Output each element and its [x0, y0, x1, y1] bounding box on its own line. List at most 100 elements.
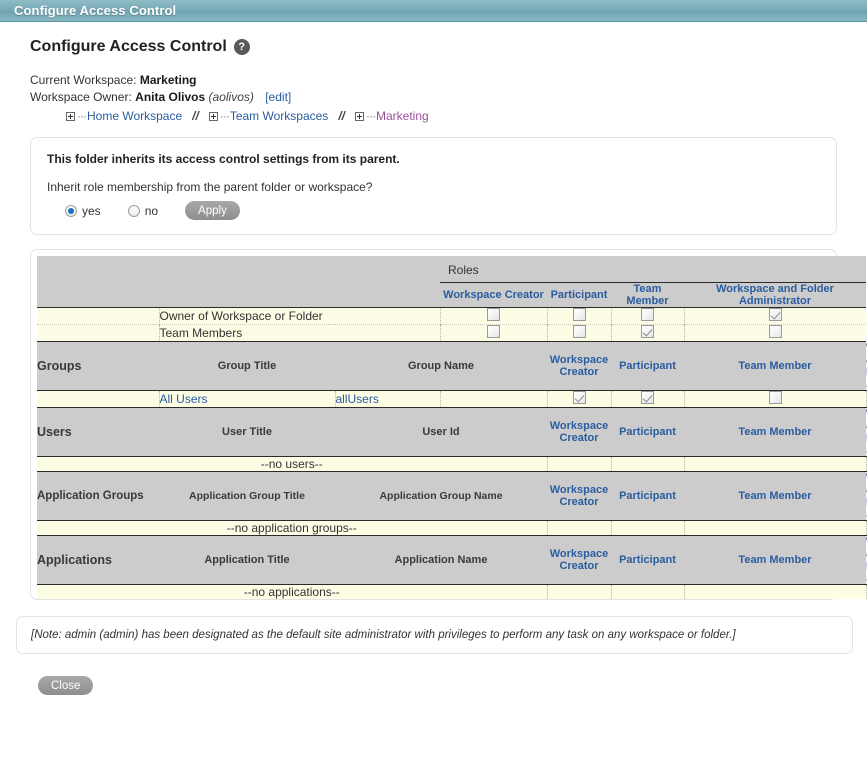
breadcrumb-link-marketing[interactable]: Marketing	[375, 109, 429, 123]
applications-role-participant[interactable]: Participant	[611, 535, 684, 585]
checkbox[interactable]	[641, 308, 654, 321]
radio-label-no[interactable]: no	[144, 203, 159, 218]
page-title-row: Configure Access Control ?	[30, 38, 851, 56]
users-role-workspace-creator[interactable]: Workspace Creator	[547, 407, 611, 457]
team-members-checkbox-workspace-creator	[439, 324, 547, 342]
section-header-applications: Applications Application Title Applicati…	[37, 535, 867, 585]
checkbox-checked[interactable]	[641, 391, 654, 404]
section-header-application-groups: Application Groups Application Group Tit…	[37, 471, 867, 521]
checkbox-checked[interactable]	[768, 308, 782, 321]
breadcrumb-dots: ···	[219, 109, 230, 123]
applications-role-workspace-creator[interactable]: Workspace Creator	[547, 535, 611, 585]
appgroups-role-workspace-creator[interactable]: Workspace Creator	[547, 471, 611, 521]
users-role-participant[interactable]: Participant	[611, 407, 684, 457]
workspace-owner-userid: (aolivos)	[208, 90, 254, 104]
applications-empty-cell-2	[610, 584, 684, 599]
radio-inherit-yes[interactable]	[65, 204, 77, 217]
inherit-settings-panel: This folder inherits its access control …	[30, 137, 837, 235]
help-question-icon[interactable]: ?	[233, 39, 250, 55]
breadcrumb-dots: ···	[77, 109, 87, 123]
column-group-title: Group Title	[159, 341, 335, 391]
section-header-users: Users User Title User Id Workspace Creat…	[37, 407, 867, 457]
checkbox[interactable]	[768, 391, 782, 404]
window-title: Configure Access Control	[14, 3, 177, 18]
apply-button[interactable]: Apply	[185, 201, 240, 220]
group-title-link[interactable]: All Users	[159, 392, 208, 406]
checkbox[interactable]	[572, 308, 586, 321]
owner-row-blank	[37, 308, 159, 325]
applications-empty-cell-1	[546, 584, 611, 599]
breadcrumb-item-marketing[interactable]: ··· Marketing	[354, 109, 429, 123]
groups-role-workspace-creator[interactable]: Workspace Creator	[547, 341, 611, 391]
inherit-panel-title: This folder inherits its access control …	[47, 152, 400, 166]
plus-box-icon[interactable]	[66, 111, 75, 121]
inherit-question: Inherit role membership from the parent …	[47, 180, 373, 194]
owner-checkbox-workspace-folder-admin	[683, 307, 866, 325]
radio-label-yes[interactable]: yes	[82, 203, 101, 218]
breadcrumb-item-home-workspace[interactable]: ··· Home Workspace	[66, 109, 182, 123]
current-workspace-line: Current Workspace: Marketing	[30, 72, 851, 88]
users-empty-text: --no users--	[260, 457, 323, 471]
roles-banner-label-cell: Roles	[440, 256, 866, 283]
role-header-spacer	[37, 282, 440, 308]
appgroups-empty-cell-3	[683, 520, 866, 536]
checkbox[interactable]	[572, 325, 586, 338]
radio-inherit-no[interactable]	[127, 204, 140, 217]
group-checkbox-team-member	[683, 390, 866, 408]
column-application-group-name: Application Group Name	[335, 471, 547, 521]
role-column-participant[interactable]: Participant	[547, 282, 611, 308]
breadcrumb-item-team-workspaces[interactable]: ··· Team Workspaces	[208, 109, 329, 123]
appgroups-empty-cell-2	[610, 520, 684, 536]
checkbox[interactable]	[768, 325, 782, 338]
access-control-panel: Roles Workspace Creator Participant Team…	[30, 249, 867, 600]
admin-note-panel: [Note: admin (admin) has been designated…	[16, 616, 853, 654]
section-label-application-groups: Application Groups	[37, 471, 159, 521]
edit-owner-link[interactable]: [edit]	[265, 90, 292, 104]
breadcrumb-link-home-workspace[interactable]: Home Workspace	[87, 109, 183, 123]
groups-role-team-member[interactable]: Team Member	[684, 341, 866, 391]
breadcrumb-link-team-workspaces[interactable]: Team Workspaces	[229, 109, 329, 123]
close-button[interactable]: Close	[38, 676, 94, 695]
owner-checkbox-team-member	[610, 307, 684, 325]
applications-role-team-member[interactable]: Team Member	[684, 535, 866, 585]
role-column-workspace-creator[interactable]: Workspace Creator	[440, 282, 547, 308]
roles-banner-spacer	[37, 256, 440, 283]
admin-note-text: [Note: admin (admin) has been designated…	[31, 629, 736, 641]
checkbox-checked[interactable]	[572, 391, 586, 404]
role-column-workspace-folder-admin[interactable]: Workspace and Folder Administrator	[684, 282, 866, 308]
page-title: Configure Access Control	[30, 38, 227, 55]
owner-checkbox-participant	[546, 307, 611, 325]
column-user-title: User Title	[159, 407, 335, 457]
role-column-team-member[interactable]: Team Member	[611, 282, 684, 308]
users-empty-cell-1	[546, 456, 611, 472]
table-row: Team Members	[37, 324, 866, 342]
column-group-name: Group Name	[335, 341, 547, 391]
group-name-cell: allUsers	[334, 390, 440, 408]
group-name-link[interactable]: allUsers	[335, 392, 379, 406]
access-control-table: Roles Workspace Creator Participant Team…	[37, 256, 867, 599]
section-label-applications: Applications	[37, 535, 159, 585]
groups-role-participant[interactable]: Participant	[611, 341, 684, 391]
roles-label: Roles	[448, 263, 479, 277]
column-application-name: Application Name	[335, 535, 547, 585]
plus-box-icon[interactable]	[208, 111, 218, 121]
section-label-users: Users	[37, 407, 159, 457]
window-titlebar: Configure Access Control	[0, 0, 867, 22]
checkbox-checked[interactable]	[641, 325, 654, 338]
appgroups-empty-cell-1	[546, 520, 611, 536]
group-checkbox-participant	[610, 390, 684, 408]
checkbox[interactable]	[487, 325, 500, 338]
table-row-empty: --no users--	[37, 456, 866, 472]
checkbox[interactable]	[487, 308, 500, 321]
plus-box-icon[interactable]	[354, 111, 364, 121]
section-header-groups: Groups Group Title Group Name Workspace …	[37, 341, 867, 391]
page-body: Configure Access Control ? Current Works…	[0, 22, 867, 600]
group-row-blank	[37, 391, 159, 408]
column-application-title: Application Title	[159, 535, 335, 585]
group-title-cell: All Users	[158, 390, 335, 408]
owner-checkbox-workspace-creator	[439, 307, 547, 325]
appgroups-role-participant[interactable]: Participant	[611, 471, 684, 521]
appgroups-role-team-member[interactable]: Team Member	[684, 471, 866, 521]
footer: Close	[0, 654, 867, 695]
users-role-team-member[interactable]: Team Member	[684, 407, 866, 457]
